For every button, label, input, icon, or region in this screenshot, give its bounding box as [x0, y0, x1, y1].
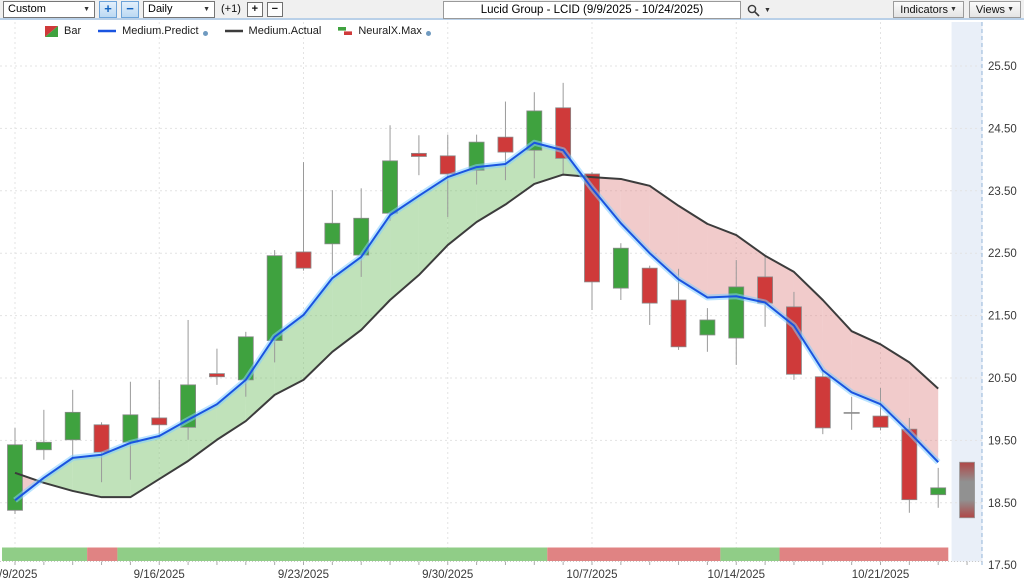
sentiment-segment: [720, 547, 780, 561]
gridlines: [0, 22, 982, 562]
candle: [295, 162, 312, 271]
chart-legend: Bar Medium.Predict Medium.Actual NeuralX…: [45, 25, 448, 37]
svg-text:9/9/2025: 9/9/2025: [0, 569, 37, 581]
series-options-dot-icon[interactable]: [202, 30, 208, 36]
predict-actual-fill: [15, 142, 939, 501]
candle: [555, 82, 572, 176]
range-select-value: Custom: [8, 3, 46, 15]
svg-text:25.50: 25.50: [988, 61, 1017, 73]
svg-text:22.50: 22.50: [988, 248, 1017, 260]
actual-line-icon: [224, 29, 243, 33]
x-axis: [0, 561, 982, 565]
svg-text:18.50: 18.50: [988, 498, 1017, 510]
neuralx-prediction-bar: [959, 461, 975, 519]
svg-text:23.50: 23.50: [988, 186, 1017, 198]
series-options-dot-icon[interactable]: [425, 30, 431, 36]
svg-text:17.50: 17.50: [988, 560, 1017, 572]
candle: [382, 125, 398, 221]
sentiment-segment: [547, 547, 721, 561]
svg-text:19.50: 19.50: [988, 435, 1017, 447]
search-icon[interactable]: [747, 4, 760, 17]
candle: [410, 135, 427, 176]
candle: [35, 409, 52, 460]
predict-line-icon: [98, 29, 117, 33]
chevron-down-icon: ▼: [949, 6, 957, 13]
svg-text:10/21/2025: 10/21/2025: [852, 569, 910, 581]
period-offset-label: (+1): [221, 3, 241, 15]
medium-actual-line: [14, 173, 939, 499]
zoom-out-button[interactable]: −: [121, 0, 139, 18]
candle: [122, 381, 139, 480]
x-axis-labels: 9/9/2025 9/16/2025 9/23/2025 9/30/2025 10/7/…: [0, 569, 909, 581]
candle: [324, 190, 341, 276]
candle: [930, 467, 947, 508]
candle: [843, 396, 860, 430]
sentiment-segment: [87, 547, 118, 561]
svg-text:10/7/2025: 10/7/2025: [566, 569, 617, 581]
indicators-button[interactable]: Indicators ▼: [893, 1, 964, 18]
symbol-title[interactable]: Lucid Group - LCID (9/9/2025 - 10/24/202…: [443, 1, 741, 19]
svg-text:9/30/2025: 9/30/2025: [422, 569, 473, 581]
chevron-down-icon: ▼: [83, 5, 90, 13]
candle: [872, 387, 889, 431]
svg-text:9/16/2025: 9/16/2025: [134, 569, 185, 581]
candle: [612, 243, 629, 300]
legend-item-neuralx-max[interactable]: NeuralX.Max: [338, 25, 431, 37]
chevron-down-icon: ▼: [203, 5, 210, 13]
medium-predict-line: [13, 139, 941, 503]
svg-text:20.50: 20.50: [988, 373, 1017, 385]
sentiment-strip: [2, 547, 949, 561]
svg-text:21.50: 21.50: [988, 311, 1017, 323]
candles: [7, 82, 947, 515]
sentiment-segment: [779, 547, 949, 561]
search-dropdown-caret-icon[interactable]: ▼: [764, 6, 771, 14]
y-axis-labels: 25.50 24.50 23.50 22.50 21.50 20.50 19.50 18.50…: [988, 61, 1017, 572]
period-select-value: Daily: [148, 3, 173, 15]
candle: [584, 172, 600, 310]
toolbar: Custom ▼ + − Daily ▼ (+1) + − Lucid Grou…: [0, 0, 1024, 20]
candle: [526, 92, 543, 179]
period-select[interactable]: Daily ▼: [143, 0, 215, 18]
candle: [209, 348, 225, 385]
candle: [266, 250, 283, 363]
candle: [151, 379, 168, 438]
candle: [641, 265, 658, 325]
candle: [353, 188, 370, 277]
bar-icon: [45, 25, 58, 37]
sentiment-segment: [2, 547, 88, 561]
candle: [468, 134, 485, 185]
candle: [497, 101, 514, 181]
svg-text:10/14/2025: 10/14/2025: [707, 569, 765, 581]
svg-text:24.50: 24.50: [988, 123, 1017, 135]
candle: [64, 389, 81, 460]
neuralx-icon: [338, 26, 353, 35]
legend-item-medium-actual[interactable]: Medium.Actual: [224, 25, 321, 37]
sentiment-segment: [117, 547, 548, 561]
legend-item-bar[interactable]: Bar: [45, 25, 81, 37]
step-plus-button[interactable]: +: [246, 1, 263, 17]
step-minus-button[interactable]: −: [266, 1, 283, 17]
views-button[interactable]: Views ▼: [968, 1, 1021, 18]
candle: [699, 308, 716, 352]
range-select[interactable]: Custom ▼: [3, 0, 95, 18]
svg-text:9/23/2025: 9/23/2025: [278, 569, 329, 581]
chevron-down-icon: ▼: [1007, 6, 1014, 13]
legend-item-medium-predict[interactable]: Medium.Predict: [98, 25, 208, 37]
candle: [814, 369, 831, 435]
zoom-in-button[interactable]: +: [99, 0, 117, 18]
